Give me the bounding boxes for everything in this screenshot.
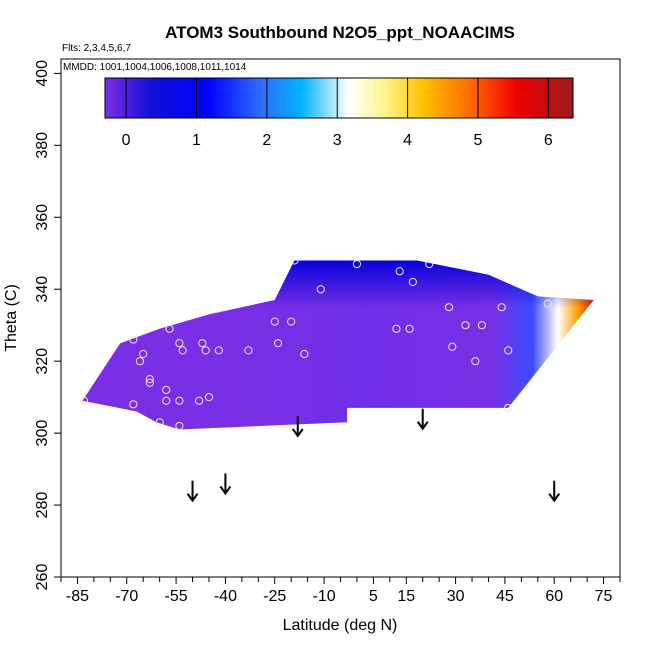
x-tick-label: -10: [312, 588, 335, 605]
down-arrow: [219, 473, 232, 496]
data-point: [543, 299, 552, 308]
chart-title: ATOM3 Southbound N2O5_ppt_NOAACIMS: [165, 23, 515, 42]
data-point: [300, 349, 309, 359]
y-tick-label: 340: [34, 276, 51, 303]
colorbar-tick-label: 2: [262, 132, 271, 149]
field-top-edge: [82, 260, 594, 308]
data-point: [204, 393, 214, 402]
x-tick-label: -70: [115, 588, 138, 605]
x-axis: -85 -70 -55 -40 -25 -10 5 15 30 45 60 75: [60, 577, 621, 605]
down-arrow-head: [186, 493, 199, 503]
data-point: [155, 418, 164, 427]
data-point: [471, 357, 480, 366]
data-point: [395, 267, 404, 276]
data-point: [497, 303, 506, 312]
colorbar-tick-label: 6: [544, 132, 553, 149]
observation-arrows: [186, 408, 561, 503]
x-tick-label: 5: [369, 588, 378, 605]
data-point: [273, 339, 283, 348]
y-tick-label: 300: [34, 420, 51, 447]
data-point: [135, 357, 145, 366]
colorbar-tick-label: 0: [122, 132, 131, 149]
down-arrow: [291, 415, 304, 438]
x-tick-label: -25: [263, 588, 286, 605]
x-tick-label: 15: [397, 588, 415, 605]
y-tick-label: 320: [34, 348, 51, 375]
colorbar: 0 1 2 3 4 5 6: [104, 77, 574, 149]
data-point: [178, 346, 187, 355]
data-point: [504, 403, 513, 413]
down-arrow-head: [548, 493, 561, 503]
data-point: [448, 342, 457, 351]
data-field: [82, 260, 594, 430]
y-tick-label: 360: [34, 204, 51, 231]
data-point: [145, 375, 154, 384]
down-arrow: [548, 480, 561, 503]
x-tick-label: -55: [165, 588, 188, 605]
data-point: [162, 385, 171, 395]
down-arrow: [416, 408, 429, 431]
y-tick-label: 280: [34, 492, 51, 519]
data-point: [405, 324, 414, 333]
data-point: [175, 421, 184, 431]
data-point: [175, 396, 184, 405]
down-arrow: [186, 480, 199, 503]
data-point: [198, 339, 207, 348]
data-point: [352, 259, 362, 269]
data-point: [129, 400, 138, 409]
x-axis-label: Latitude (deg N): [283, 617, 398, 634]
observation-points: [79, 256, 552, 431]
data-point: [504, 346, 513, 355]
data-point: [270, 317, 279, 326]
flights-label: Flts: 2,3,4,5,6,7: [62, 43, 131, 54]
data-point: [287, 317, 296, 326]
data-point: [244, 346, 253, 355]
down-arrow-head: [219, 485, 232, 496]
colorbar-bar: [104, 77, 574, 119]
data-point: [214, 346, 223, 355]
x-tick-label: 60: [545, 588, 563, 605]
data-point: [201, 346, 210, 355]
colorbar-tick-label: 1: [192, 132, 201, 149]
y-axis: 260 280 300 320 340 360 380 400: [34, 60, 61, 590]
data-point: [444, 303, 454, 312]
data-point: [139, 349, 148, 359]
down-arrow-head: [416, 421, 429, 431]
data-point: [461, 321, 470, 330]
data-point: [79, 396, 89, 405]
data-point: [477, 321, 486, 330]
x-tick-label: 75: [595, 588, 613, 605]
data-point: [145, 378, 154, 387]
data-point: [165, 324, 174, 333]
y-axis-label: Theta (C): [3, 284, 20, 352]
data-point: [425, 259, 434, 269]
x-tick-label: -85: [66, 588, 89, 605]
data-point: [129, 335, 138, 344]
y-tick-label: 400: [34, 60, 51, 87]
data-point: [175, 339, 184, 348]
down-arrow-head: [291, 428, 304, 438]
y-tick-label: 380: [34, 132, 51, 159]
data-point: [290, 256, 299, 265]
colorbar-tick-label: 4: [403, 132, 412, 149]
x-tick-label: 45: [496, 588, 514, 605]
x-tick-label: -40: [214, 588, 237, 605]
data-point: [392, 324, 401, 333]
data-point: [408, 277, 417, 287]
mmdd-label: MMDD: 1001,1004,1006,1008,1011,1014: [63, 62, 247, 73]
data-point: [195, 396, 204, 405]
colorbar-tick-label: 5: [474, 132, 483, 149]
data-point: [316, 285, 325, 294]
x-tick-label: 30: [447, 588, 465, 605]
colorbar-tick-label: 3: [333, 132, 342, 149]
y-tick-label: 260: [34, 564, 51, 591]
data-point: [162, 396, 171, 405]
